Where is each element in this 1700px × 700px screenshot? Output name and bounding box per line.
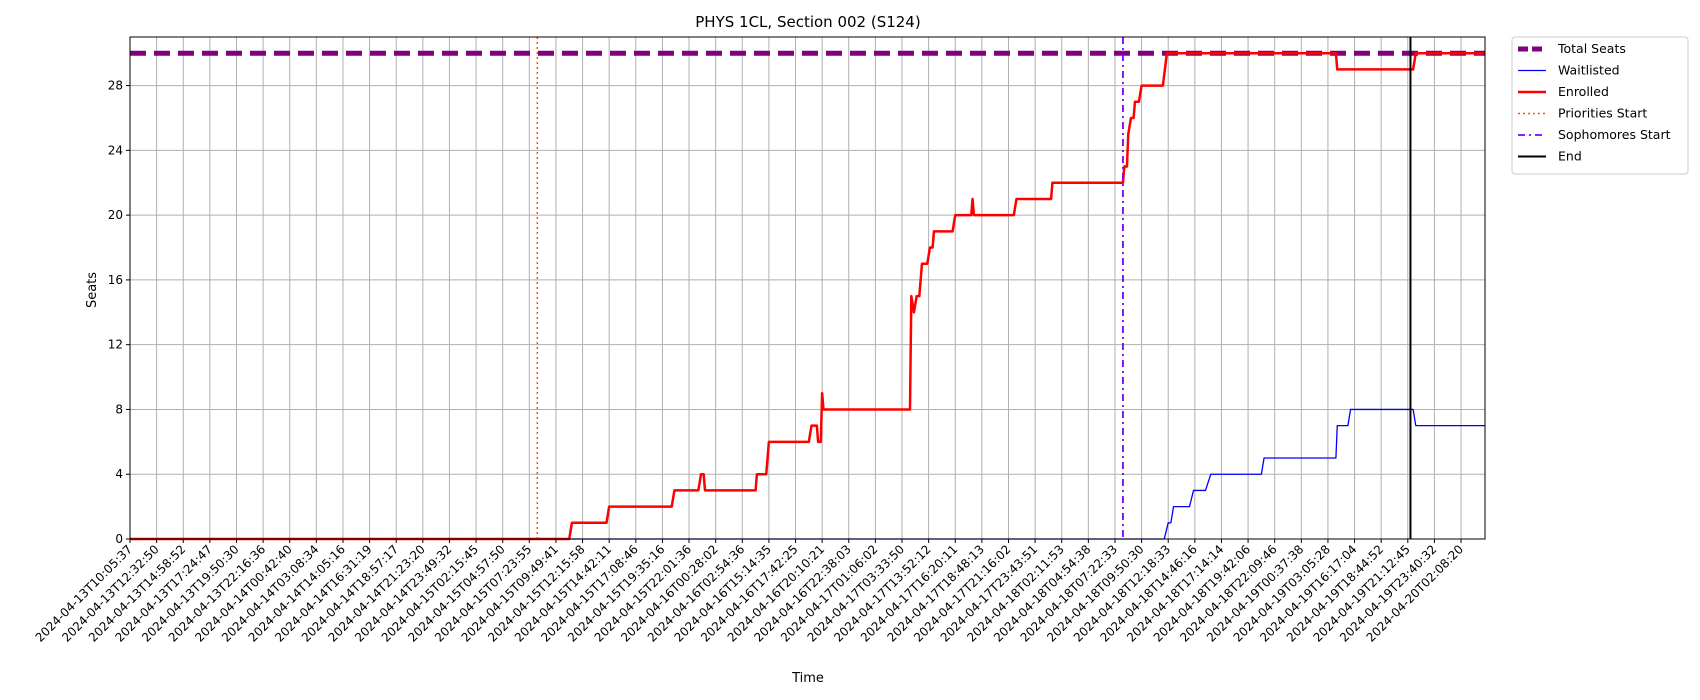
y-tick-label: 28 xyxy=(108,79,123,93)
y-tick-label: 8 xyxy=(115,402,123,416)
y-axis-label: Seats xyxy=(85,272,100,308)
x-axis-ticks: 2024-04-13T10:05:372024-04-13T12:32:5020… xyxy=(33,539,1466,645)
x-axis-label: Time xyxy=(791,671,824,686)
grid-lines xyxy=(129,37,1485,540)
legend-entry-2: Enrolled xyxy=(1558,84,1609,99)
series-line-1 xyxy=(130,408,1485,540)
y-axis-ticks: 0 4 8 12 16 20 24 28 xyxy=(108,79,130,546)
chart-title: PHYS 1CL, Section 002 (S124) xyxy=(695,13,920,31)
legend-entry-0: Total Seats xyxy=(1557,41,1626,56)
plot-frame xyxy=(129,36,1486,540)
y-tick-label: 16 xyxy=(108,273,123,287)
series-line-2 xyxy=(130,51,1485,541)
y-tick-label: 24 xyxy=(108,143,123,157)
y-tick-label: 4 xyxy=(115,467,123,481)
legend-entry-1: Waitlisted xyxy=(1558,63,1620,78)
legend-entry-3: Priorities Start xyxy=(1558,106,1647,121)
legend-entry-4: Sophomores Start xyxy=(1558,127,1671,142)
series-layer xyxy=(130,37,1485,541)
y-tick-label: 12 xyxy=(108,338,123,352)
legend-entry-5: End xyxy=(1558,149,1582,164)
y-tick-label: 0 xyxy=(115,532,123,546)
y-tick-label: 20 xyxy=(108,208,123,222)
legend: Total Seats Waitlisted Enrolled Priorities … xyxy=(1511,36,1689,175)
legend-box xyxy=(1511,36,1689,175)
